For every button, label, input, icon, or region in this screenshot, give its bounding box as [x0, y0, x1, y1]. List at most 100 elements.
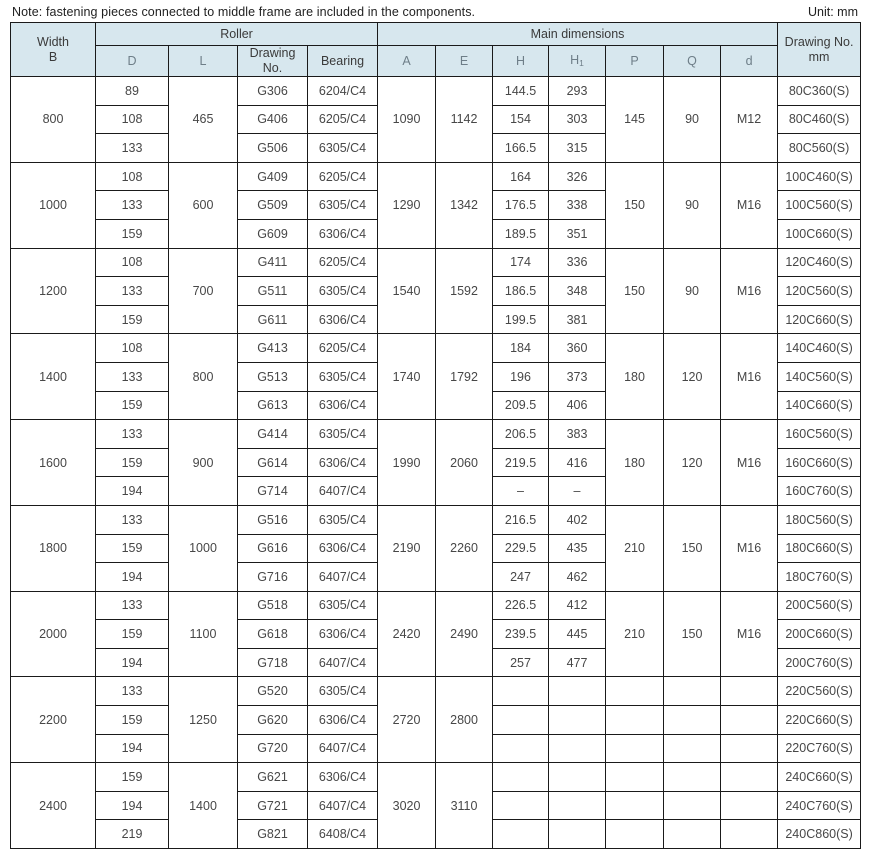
table-row: 800 89 465 G306 6204/C4 1090 1142 144.5 293 145 90…: [10, 76, 862, 163]
cell-dim-h: 186.5: [492, 276, 550, 306]
cell-roller-l: 1000: [168, 504, 238, 592]
cell-dim-d: M16: [720, 247, 779, 335]
col-header-drawing-no-mm: Drawing No. mm: [777, 22, 862, 77]
cell-dim-h1: –: [548, 476, 607, 506]
cell-roller-drawing-no: G821: [237, 819, 308, 849]
top-bar: Note: fastening pieces connected to midd…: [0, 3, 870, 22]
cell-width-b: 1400: [10, 333, 96, 421]
cell-roller-bearing: 6306/C4: [306, 762, 379, 792]
cell-drawing-no-mm: 80C460(S): [777, 104, 862, 135]
cell-roller-d: 159: [95, 533, 169, 564]
cell-roller-drawing-no: G518: [237, 590, 308, 621]
cell-dim-p: 210: [605, 504, 665, 592]
cell-roller-d: 89: [95, 76, 169, 106]
cell-dim-d: M16: [720, 419, 779, 506]
cell-roller-d: 133: [95, 504, 169, 535]
cell-width-b: 2400: [10, 762, 96, 849]
col-header-l: L: [168, 45, 238, 77]
cell-roller-bearing: 6306/C4: [306, 619, 379, 649]
cell-roller-d: 159: [95, 447, 169, 478]
cell-roller-d: 194: [95, 733, 169, 764]
cell-roller-drawing-no: G718: [237, 647, 308, 678]
cell-roller-d: 159: [95, 762, 169, 792]
cell-dim-e: 2800: [435, 676, 494, 764]
table-row: 2000 133 1100 G518 6305/C4 2420 2490 226.5 412 21…: [10, 590, 862, 678]
table-row: 159 G616 6306/C4 229.5 435 180C660(S): [11, 533, 862, 564]
cell-roller-d: 133: [95, 361, 169, 392]
unit-label: Unit: mm: [808, 5, 858, 19]
cell-drawing-no-mm: 180C760(S): [777, 562, 862, 592]
cell-dim-q: 90: [663, 76, 722, 163]
cell-dim-h1: 338: [548, 190, 607, 220]
cell-dim-h1: [548, 733, 607, 764]
cell-drawing-no-mm: 100C460(S): [777, 161, 862, 192]
cell-roller-d: 219: [95, 819, 169, 849]
cell-dim-d: [720, 819, 779, 849]
cell-dim-h1: [548, 676, 607, 707]
cell-dim-p: 150: [605, 161, 665, 249]
cell-drawing-no-mm: 240C660(S): [777, 762, 862, 792]
cell-roller-d: 194: [95, 476, 169, 506]
cell-dim-h: 257: [492, 647, 550, 678]
cell-dim-h: [492, 676, 550, 707]
cell-roller-drawing-no: G411: [237, 247, 308, 278]
cell-dim-a: 1290: [377, 161, 437, 249]
cell-roller-drawing-no: G414: [237, 419, 308, 449]
cell-roller-drawing-no: G716: [237, 562, 308, 592]
cell-drawing-no-mm: 120C560(S): [777, 276, 862, 306]
cell-dim-e: 3110: [435, 762, 494, 849]
cell-drawing-no-mm: 200C560(S): [777, 590, 862, 621]
cell-roller-d: 133: [95, 276, 169, 306]
cell-roller-drawing-no: G520: [237, 676, 308, 707]
cell-dim-d: [720, 705, 779, 735]
col-header-main-dimensions: Main dimensions: [377, 22, 779, 46]
cell-drawing-no-mm: 200C660(S): [777, 619, 862, 649]
cell-dim-p: 150: [605, 247, 665, 335]
note-text: Note: fastening pieces connected to midd…: [12, 5, 476, 19]
cell-width-b: 1600: [10, 419, 96, 506]
cell-roller-drawing-no: G406: [237, 104, 308, 135]
cell-dim-h1: 412: [548, 590, 607, 621]
table-body: 800 89 465 G306 6204/C4 1090 1142 144.5 293 145 90…: [10, 76, 862, 849]
cell-dim-d: M12: [720, 76, 779, 163]
header-row-groups: Width B Roller Main dimensions Drawing No. …: [10, 22, 862, 77]
cell-dim-e: 1342: [435, 161, 494, 249]
cell-roller-bearing: 6205/C4: [306, 333, 379, 363]
cell-roller-bearing: 6305/C4: [306, 133, 379, 163]
cell-dim-p: 180: [605, 419, 665, 506]
cell-dim-d: M16: [720, 161, 779, 249]
col-header-bearing: Bearing: [306, 45, 379, 77]
cell-roller-bearing: 6305/C4: [306, 676, 379, 707]
table-row: 2200 133 1250 G520 6305/C4 2720 2800 220C560(S): [10, 676, 862, 764]
cell-dim-h: 209.5: [492, 390, 550, 421]
cell-roller-bearing: 6306/C4: [306, 705, 379, 735]
cell-dim-d: [720, 676, 779, 707]
table-header: Width B Roller Main dimensions Drawing No. …: [10, 22, 862, 77]
col-header-h: H: [492, 45, 550, 77]
col-header-h1: H1: [548, 45, 607, 77]
cell-roller-bearing: 6205/C4: [306, 104, 379, 135]
cell-roller-drawing-no: G409: [237, 161, 308, 192]
cell-dim-q: [663, 762, 722, 792]
cell-dim-h: 154: [492, 104, 550, 135]
cell-roller-bearing: 6305/C4: [306, 504, 379, 535]
cell-dim-p: [605, 790, 665, 821]
cell-roller-d: 159: [95, 705, 169, 735]
cell-drawing-no-mm: 180C560(S): [777, 504, 862, 535]
cell-dim-p: [605, 762, 665, 792]
cell-roller-drawing-no: G511: [237, 276, 308, 306]
cell-dim-h: [492, 705, 550, 735]
cell-dim-e: 1792: [435, 333, 494, 421]
table-row: 159 G620 6306/C4 220C660(S): [11, 705, 862, 735]
cell-dim-a: 2190: [377, 504, 437, 592]
cell-roller-d: 194: [95, 790, 169, 821]
cell-dim-h1: 315: [548, 133, 607, 163]
cell-dim-p: [605, 705, 665, 735]
cell-roller-d: 108: [95, 333, 169, 363]
cell-roller-drawing-no: G513: [237, 361, 308, 392]
cell-roller-d: 133: [95, 676, 169, 707]
cell-roller-bearing: 6305/C4: [306, 276, 379, 306]
cell-width-b: 2200: [10, 676, 96, 764]
